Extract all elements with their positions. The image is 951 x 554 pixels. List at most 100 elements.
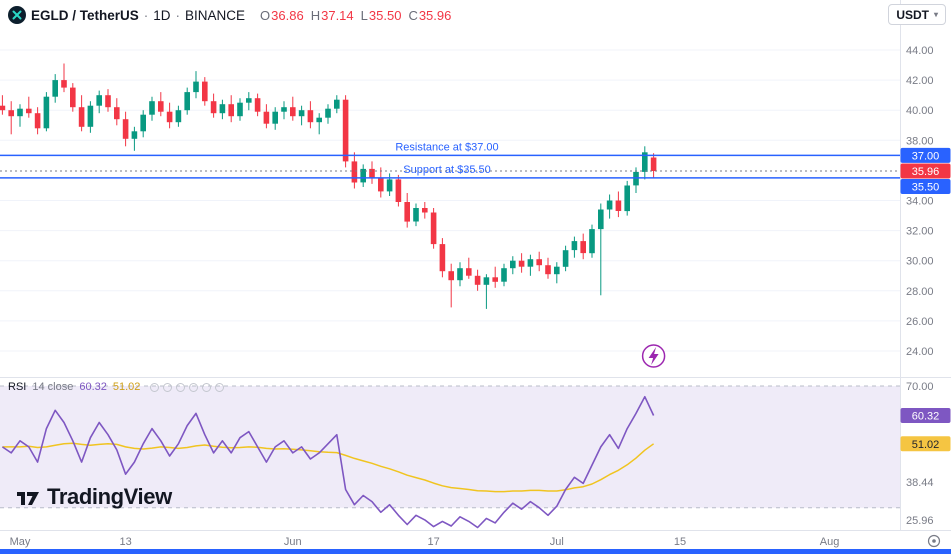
rsi-control-dot[interactable] — [215, 382, 225, 392]
candle-body — [386, 179, 393, 192]
axis-badge-text: 35.50 — [912, 182, 940, 194]
rsi-controls — [150, 382, 225, 392]
candle-body — [237, 102, 243, 117]
rsi-value: 60.32 — [79, 381, 107, 393]
candle-body — [501, 268, 507, 282]
candle-body — [580, 241, 586, 254]
candle-body — [228, 104, 234, 117]
candle-body — [430, 212, 437, 245]
axis-badge — [900, 436, 951, 452]
candle-body — [263, 111, 270, 124]
candle-body — [483, 277, 490, 285]
candle-body — [562, 250, 569, 267]
candle-body — [422, 208, 428, 213]
time-tick-label: 15 — [674, 536, 686, 548]
candle-body — [650, 157, 657, 171]
candle-body — [61, 80, 67, 88]
price-tick-label: 40.00 — [906, 105, 934, 117]
candle-body — [404, 202, 410, 222]
price-tick-label: 42.00 — [906, 75, 934, 87]
candle-body — [87, 105, 94, 127]
price-tick-label: 26.00 — [906, 316, 934, 328]
price-tick-label: 24.00 — [906, 346, 934, 358]
candle-body — [219, 104, 226, 114]
candle-body — [26, 108, 32, 114]
ohlc-values: O 36.86 H 37.14 L 35.50 C 35.96 — [260, 8, 451, 23]
ohlc-low-label: L — [360, 7, 368, 23]
rsi-control-dot[interactable] — [202, 382, 212, 392]
rsi-tick-label: 38.44 — [906, 477, 934, 489]
time-tick-label: Jun — [284, 536, 302, 548]
axis-badge — [900, 408, 951, 423]
candle-body — [78, 107, 85, 127]
interval-label[interactable]: 1D — [153, 7, 171, 23]
ohlc-high-label: H — [310, 7, 321, 23]
candle-body — [272, 111, 278, 124]
rsi-params: 14 close — [32, 381, 74, 393]
candle-body — [466, 268, 472, 276]
tradingview-logo-icon — [17, 492, 39, 505]
price-tick-label: 30.00 — [906, 256, 934, 268]
candle-body — [439, 244, 446, 272]
axis-badge — [900, 179, 951, 194]
candle-body — [624, 185, 630, 212]
candle-body — [158, 101, 164, 112]
ohlc-open-label: O — [260, 7, 271, 23]
rsi-control-dot[interactable] — [176, 382, 186, 392]
axis-badge-text: 51.02 — [912, 439, 940, 451]
candle-body — [184, 92, 190, 111]
candle-body — [589, 229, 595, 254]
symbol-name[interactable]: EGLD / TetherUS — [31, 7, 139, 23]
candle-body — [536, 259, 542, 266]
symbol-logo-glyph — [8, 6, 26, 24]
time-tick-label: 17 — [427, 536, 439, 548]
candle-body — [298, 110, 305, 117]
lightning-icon[interactable] — [641, 344, 666, 368]
tradingview-watermark[interactable]: TradingView — [16, 484, 172, 510]
currency-label: USDT — [896, 7, 929, 22]
candle-body — [369, 168, 375, 178]
separator-dot: · — [143, 7, 149, 23]
axis-badge — [900, 163, 951, 179]
ohlc-high-value: 37.14 — [321, 7, 354, 23]
candle-body — [307, 110, 314, 123]
candle-body — [642, 152, 648, 172]
time-tick-label: Aug — [820, 536, 840, 548]
rsi-title: RSI — [8, 381, 27, 393]
candle-body — [413, 208, 419, 222]
time-tick-label: Jul — [550, 536, 564, 548]
bottom-accent-bar — [0, 549, 951, 554]
separator-dot: · — [175, 7, 181, 23]
candle-body — [316, 117, 322, 123]
candle-body — [545, 265, 551, 275]
axis-settings-icon[interactable] — [927, 534, 941, 548]
ohlc-low-value: 35.50 — [368, 7, 402, 23]
rsi-control-dot[interactable] — [163, 382, 173, 392]
candle-body — [246, 98, 252, 103]
symbol-logo-icon[interactable] — [8, 6, 26, 24]
level-label: Resistance at $37.00 — [395, 141, 498, 153]
candle-body — [281, 107, 287, 112]
candle-body — [360, 168, 366, 183]
candle-body — [114, 107, 120, 120]
candle-body — [70, 87, 76, 108]
candle-body — [571, 241, 578, 251]
currency-selector-button[interactable]: USDT ▾ — [888, 4, 946, 25]
candle-body — [52, 80, 58, 97]
candle-body — [395, 179, 402, 202]
rsi-control-dot[interactable] — [150, 382, 160, 392]
candle-body — [96, 95, 102, 106]
ohlc-open-value: 36.86 — [271, 7, 304, 23]
candle-body — [122, 119, 129, 139]
rsi-indicator-header[interactable]: RSI 14 close 60.32 51.02 — [8, 381, 225, 393]
candle-body — [166, 111, 173, 123]
candle-body — [254, 98, 261, 112]
candle-body — [342, 99, 349, 162]
candle-body — [518, 260, 525, 267]
rsi-control-dot[interactable] — [189, 382, 199, 392]
time-tick-label: 13 — [119, 536, 131, 548]
candle-body — [448, 271, 454, 281]
rsi-ma-value: 51.02 — [112, 381, 141, 393]
